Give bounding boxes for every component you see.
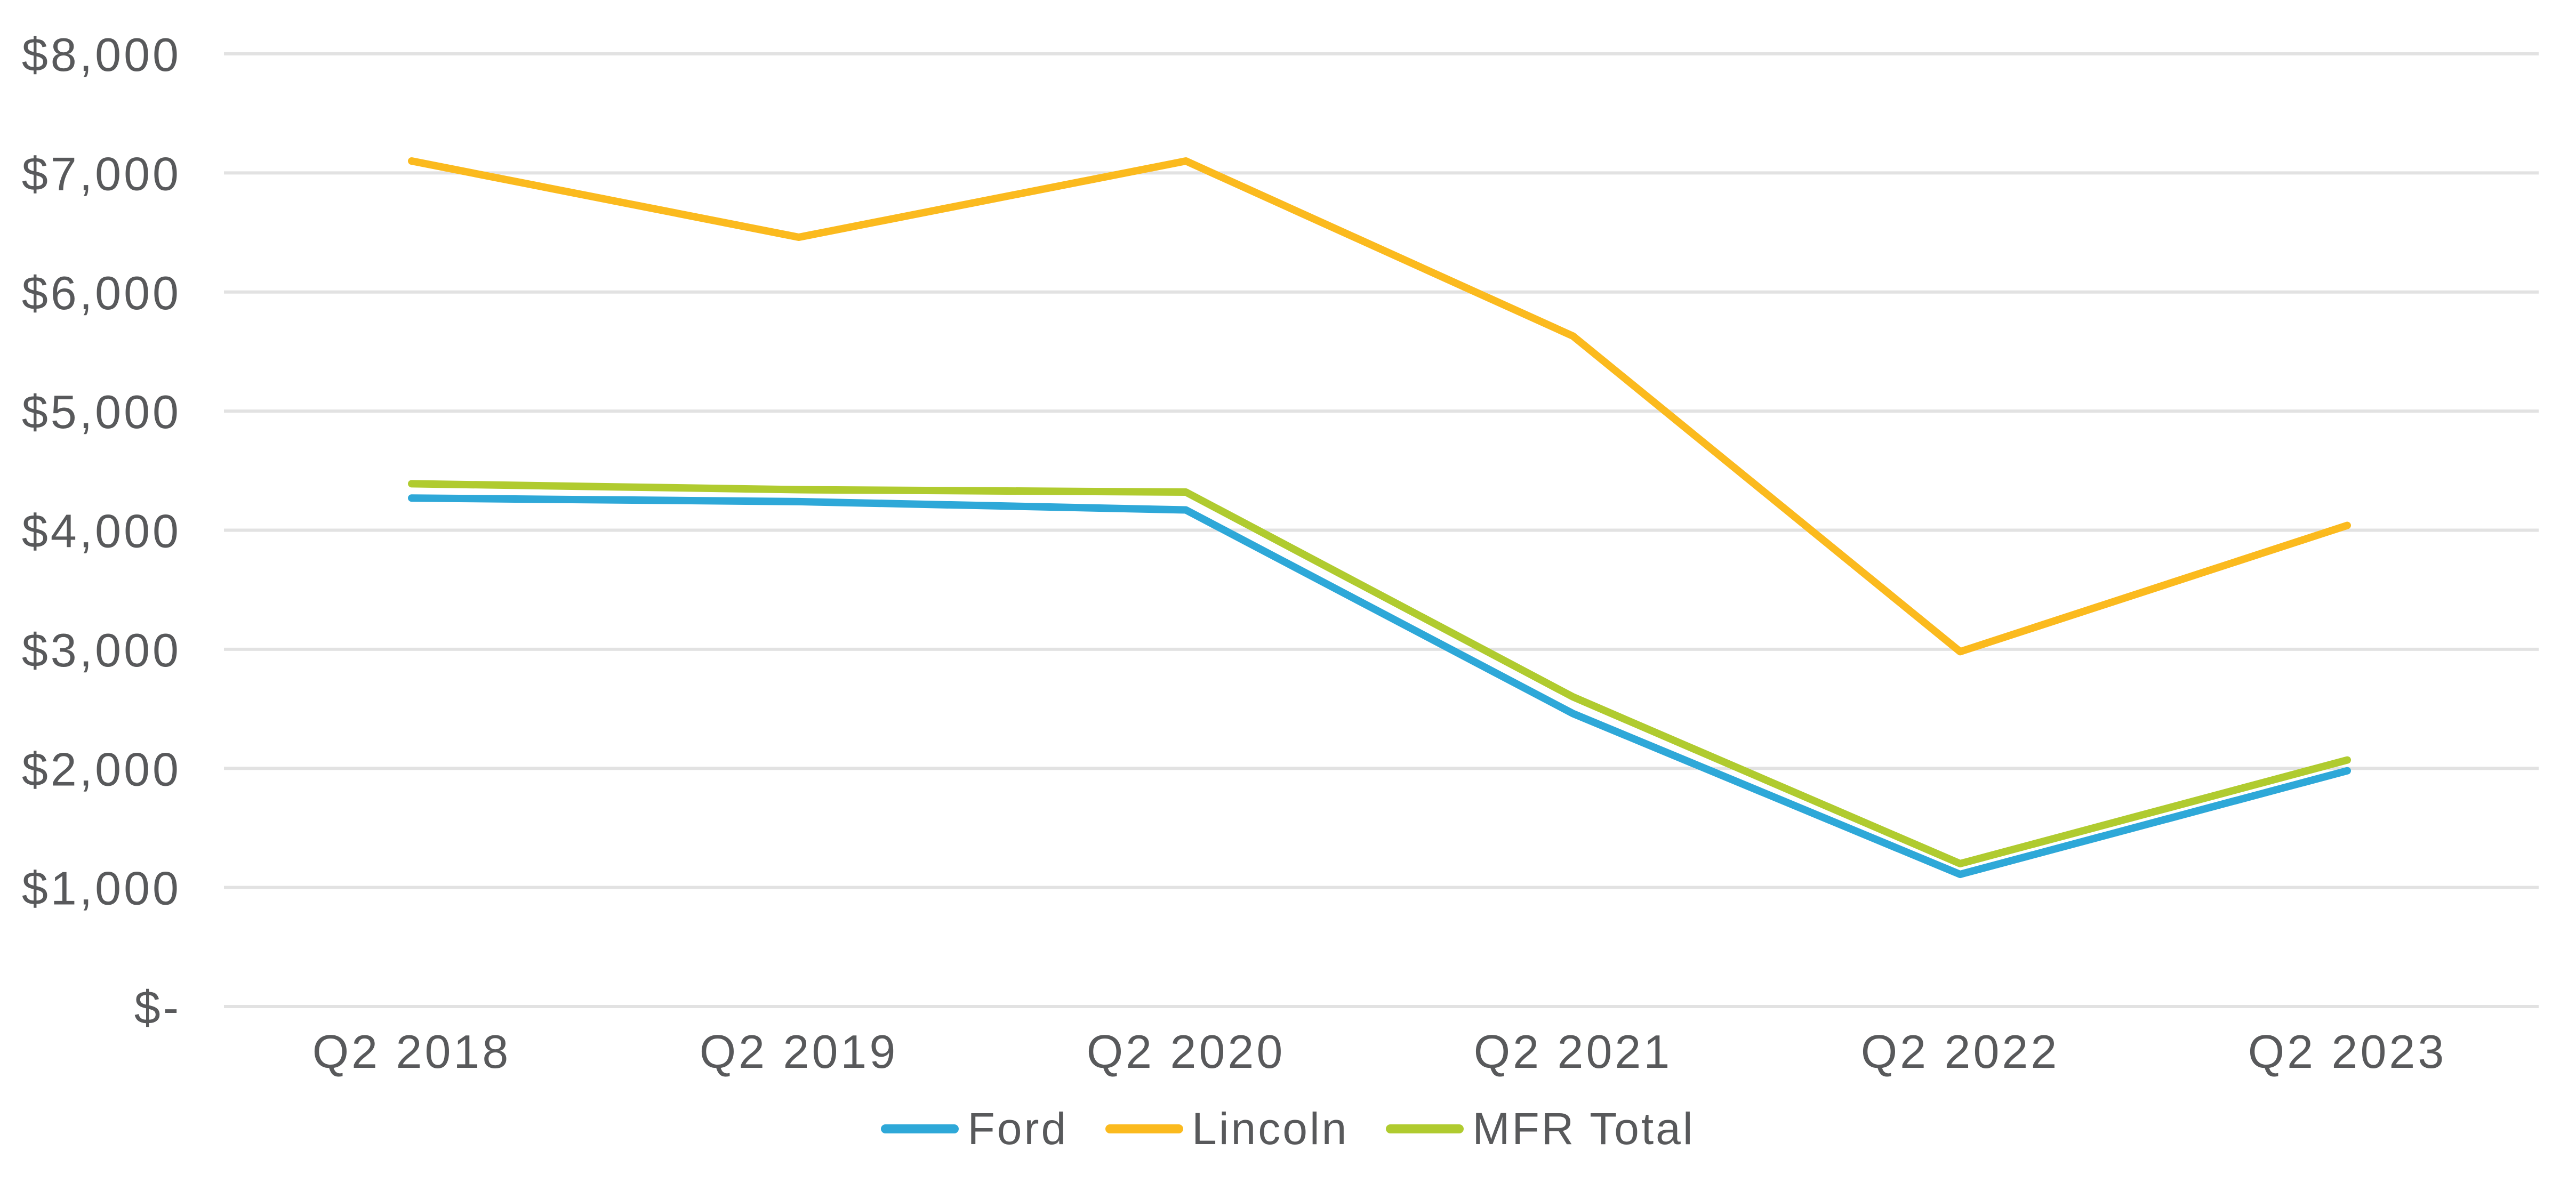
y-tick-label: $8,000 <box>22 28 181 81</box>
legend-swatch-lincoln <box>1105 1124 1184 1133</box>
y-tick-label: $7,000 <box>22 147 181 200</box>
series-line-lincoln <box>408 157 2351 656</box>
series-line-ford <box>408 494 2351 879</box>
y-tick-label: $6,000 <box>22 267 181 319</box>
y-tick-label: $- <box>134 981 181 1034</box>
legend-item-ford: Ford <box>881 1106 1068 1151</box>
y-tick-label: $1,000 <box>22 862 181 915</box>
x-tick-label: Q2 2019 <box>700 1025 898 1078</box>
legend-item-mfr-total: MFR Total <box>1386 1106 1695 1151</box>
legend-swatch-ford <box>881 1124 959 1133</box>
legend-swatch-mfr-total <box>1386 1124 1464 1133</box>
y-axis-labels: $- $1,000 $2,000 $3,000 $4,000 $5,000 $6,000 $7… <box>22 28 181 1034</box>
x-tick-label: Q2 2018 <box>312 1025 511 1078</box>
series-lines <box>408 157 2351 879</box>
y-tick-label: $5,000 <box>22 385 181 438</box>
legend: Ford Lincoln MFR Total <box>0 1094 2576 1163</box>
y-tick-label: $4,000 <box>22 505 181 558</box>
legend-label: Ford <box>967 1104 1069 1154</box>
legend-item-lincoln: Lincoln <box>1105 1106 1349 1151</box>
x-tick-label: Q2 2023 <box>2248 1025 2447 1078</box>
series-line-mfr-total <box>408 480 2351 867</box>
x-axis-labels: Q2 2018 Q2 2019 Q2 2020 Q2 2021 Q2 2022 Q2 20… <box>312 1025 2447 1078</box>
y-tick-label: $2,000 <box>22 743 181 795</box>
y-tick-label: $3,000 <box>22 624 181 677</box>
legend-label: MFR Total <box>1472 1104 1695 1154</box>
x-tick-label: Q2 2022 <box>1861 1025 2060 1078</box>
gridlines <box>224 52 2539 1008</box>
legend-label: Lincoln <box>1192 1104 1349 1154</box>
x-tick-label: Q2 2020 <box>1087 1025 1286 1078</box>
x-tick-label: Q2 2021 <box>1474 1025 1673 1078</box>
